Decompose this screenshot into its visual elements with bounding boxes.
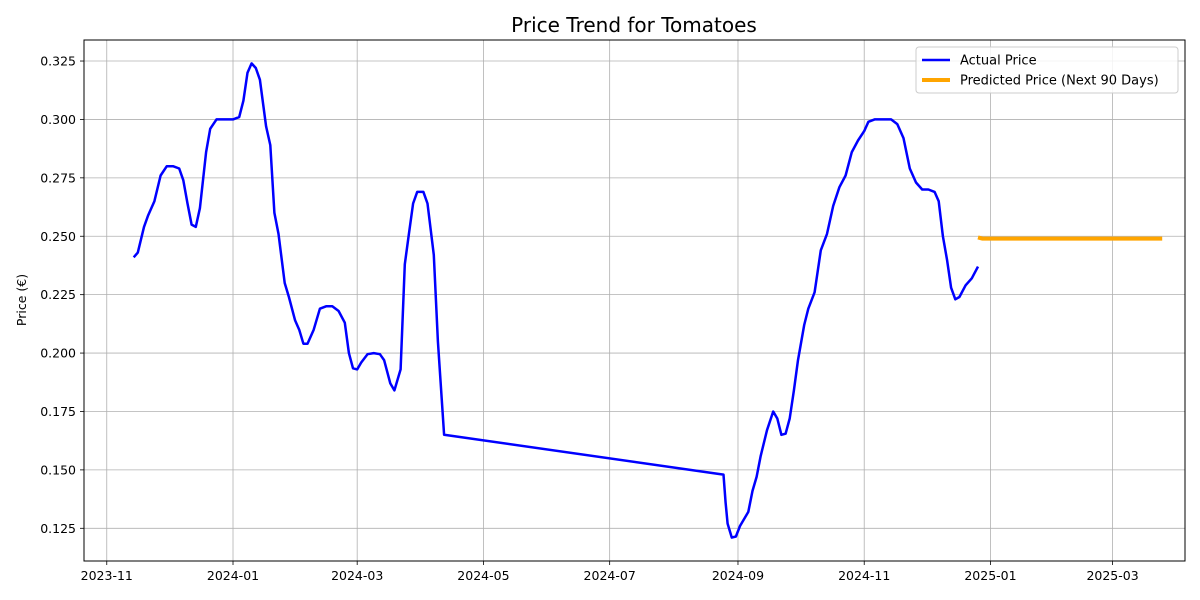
- y-tick-label: 0.275: [40, 170, 76, 185]
- x-axis: 2023-11 2024-01 2024-03 2024-05 2024-07 2024-…: [81, 561, 1139, 583]
- x-tick-label: 2023-11: [81, 568, 133, 583]
- x-tick-label: 2025-01: [964, 568, 1016, 583]
- x-tick-label: 2024-03: [331, 568, 383, 583]
- x-tick-label: 2024-05: [457, 568, 509, 583]
- y-axis: 0.125 0.150 0.175 0.200 0.225 0.250 0.275 0.300…: [40, 54, 84, 536]
- y-axis-label: Price (€): [14, 274, 29, 326]
- y-tick-label: 0.125: [40, 521, 76, 536]
- x-tick-label: 2024-07: [584, 568, 636, 583]
- y-tick-label: 0.300: [40, 112, 76, 127]
- x-tick-label: 2025-03: [1086, 568, 1138, 583]
- y-tick-label: 0.225: [40, 287, 76, 302]
- x-tick-label: 2024-01: [207, 568, 259, 583]
- legend: Actual Price Predicted Price (Next 90 Da…: [915, 46, 1179, 94]
- y-tick-label: 0.250: [40, 229, 76, 244]
- series-layer: [132, 62, 1163, 539]
- y-tick-label: 0.150: [40, 462, 76, 477]
- legend-label-actual: Actual Price: [960, 54, 1037, 69]
- y-tick-label: 0.325: [40, 54, 76, 69]
- actual-price-line: [132, 62, 980, 539]
- legend-label-predicted: Predicted Price (Next 90 Days): [960, 74, 1159, 89]
- chart-title: Price Trend for Tomatoes: [511, 13, 757, 37]
- y-tick-label: 0.175: [40, 404, 76, 419]
- x-tick-label: 2024-09: [712, 568, 764, 583]
- legend-box: [915, 46, 1179, 94]
- grid: [84, 40, 1185, 561]
- predicted-price-line: [977, 235, 1163, 241]
- plot-frame: [83, 39, 1186, 562]
- x-tick-label: 2024-11: [838, 568, 890, 583]
- y-tick-label: 0.200: [40, 346, 76, 361]
